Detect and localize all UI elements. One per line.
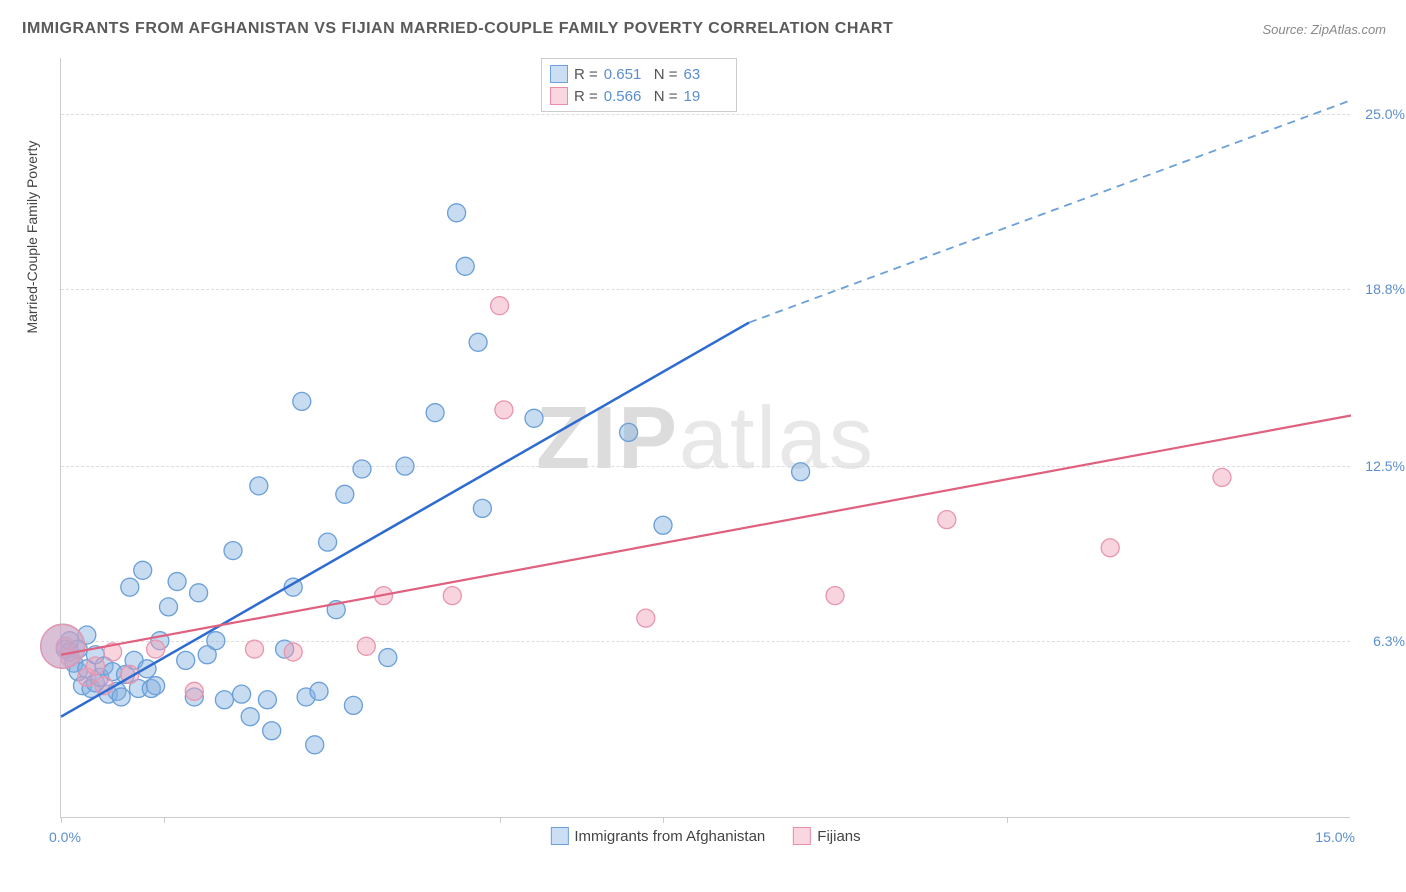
chart-title: IMMIGRANTS FROM AFGHANISTAN VS FIJIAN MA… (22, 20, 893, 38)
swatch-blue-icon (550, 827, 568, 845)
point-blue (168, 573, 186, 591)
point-blue (353, 460, 371, 478)
point-pink (1213, 468, 1231, 486)
point-blue (112, 688, 130, 706)
y-tick-label: 25.0% (1355, 106, 1405, 122)
point-blue (263, 722, 281, 740)
point-pink (826, 587, 844, 605)
point-blue (160, 598, 178, 616)
point-blue (469, 333, 487, 351)
swatch-blue-icon (550, 65, 568, 83)
legend-item-pink: Fijians (793, 827, 860, 845)
point-blue (177, 651, 195, 669)
point-blue (426, 404, 444, 422)
point-blue (224, 542, 242, 560)
point-blue (147, 677, 165, 695)
x-tick (61, 817, 62, 823)
swatch-pink-icon (793, 827, 811, 845)
point-pink (246, 640, 264, 658)
point-blue (448, 204, 466, 222)
x-tick (663, 817, 664, 823)
point-blue (310, 682, 328, 700)
point-pink (357, 637, 375, 655)
point-blue (344, 696, 362, 714)
point-blue (190, 584, 208, 602)
trend-line (61, 415, 1351, 654)
y-axis-label: Married-Couple Family Poverty (24, 141, 40, 334)
r-value-pink: 0.566 (604, 88, 648, 105)
legend-label-pink: Fijians (817, 828, 860, 845)
legend-item-blue: Immigrants from Afghanistan (550, 827, 765, 845)
point-blue (336, 485, 354, 503)
point-pink (284, 643, 302, 661)
y-tick-label: 12.5% (1355, 458, 1405, 474)
point-blue (121, 578, 139, 596)
point-blue (241, 708, 259, 726)
point-pink (147, 640, 165, 658)
point-blue (792, 463, 810, 481)
x-tick (500, 817, 501, 823)
scatter-svg (61, 58, 1350, 817)
plot-area: ZIPatlas 6.3%12.5%18.8%25.0% R = 0.651 N… (60, 58, 1350, 818)
point-pink (443, 587, 461, 605)
point-blue (319, 533, 337, 551)
x-min-label: 0.0% (49, 829, 81, 845)
point-blue (233, 685, 251, 703)
x-tick (1007, 817, 1008, 823)
r-value-blue: 0.651 (604, 66, 648, 83)
point-pink (1101, 539, 1119, 557)
point-blue (207, 632, 225, 650)
point-blue (473, 499, 491, 517)
x-max-label: 15.0% (1315, 829, 1355, 845)
trend-line (749, 100, 1351, 322)
point-pink (491, 297, 509, 315)
stats-legend: R = 0.651 N = 63 R = 0.566 N = 19 (541, 58, 737, 112)
point-blue (379, 649, 397, 667)
point-blue (215, 691, 233, 709)
swatch-pink-icon (550, 87, 568, 105)
point-blue (250, 477, 268, 495)
point-blue (525, 409, 543, 427)
trend-line (61, 323, 749, 717)
cluster-marker (41, 624, 85, 668)
point-blue (258, 691, 276, 709)
point-blue (620, 423, 638, 441)
point-pink (637, 609, 655, 627)
point-blue (306, 736, 324, 754)
point-pink (185, 682, 203, 700)
point-blue (134, 561, 152, 579)
y-tick-label: 18.8% (1355, 281, 1405, 297)
legend-label-blue: Immigrants from Afghanistan (574, 828, 765, 845)
point-blue (293, 392, 311, 410)
x-tick (164, 817, 165, 823)
point-pink (938, 511, 956, 529)
point-blue (396, 457, 414, 475)
y-tick-label: 6.3% (1355, 633, 1405, 649)
stats-row-blue: R = 0.651 N = 63 (550, 63, 728, 85)
n-value-blue: 63 (684, 66, 728, 83)
source-label: Source: ZipAtlas.com (1262, 22, 1386, 37)
point-pink (495, 401, 513, 419)
series-legend: Immigrants from Afghanistan Fijians (550, 827, 860, 845)
point-blue (654, 516, 672, 534)
stats-row-pink: R = 0.566 N = 19 (550, 85, 728, 107)
n-value-pink: 19 (684, 88, 728, 105)
point-pink (86, 657, 104, 675)
point-blue (456, 257, 474, 275)
